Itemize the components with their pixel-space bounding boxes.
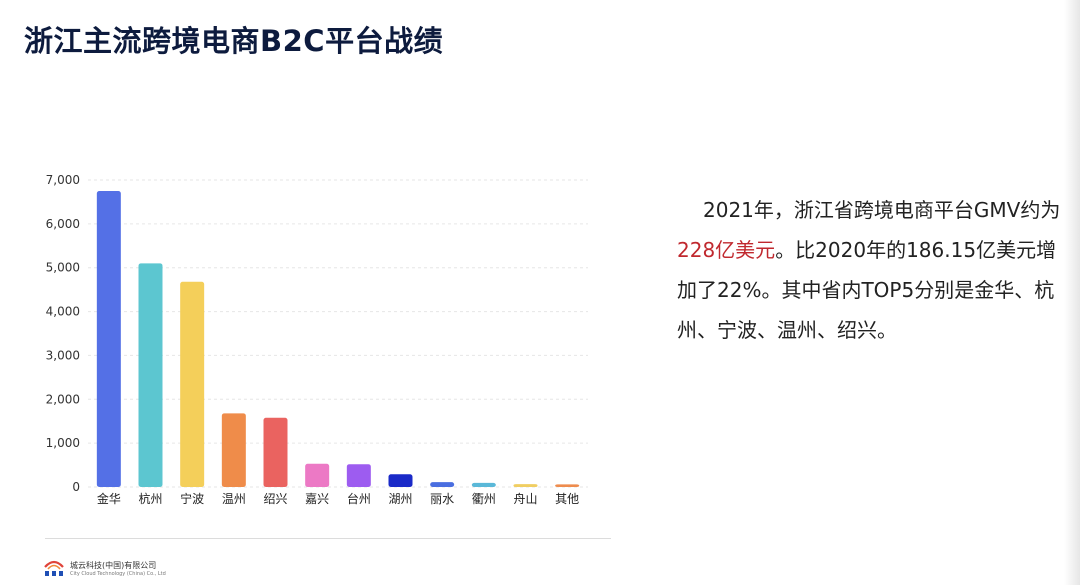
y-tick-label: 5,000 xyxy=(46,261,80,275)
footer-divider xyxy=(45,538,611,539)
x-axis-tick-labels: 金华 杭州 宁波 温州 绍兴 嘉兴 台州 湖州 丽水 衢州 舟山 其他 xyxy=(97,491,579,506)
y-tick-label: 2,000 xyxy=(46,392,80,406)
x-tick-label: 舟山 xyxy=(513,492,537,506)
y-tick-label: 7,000 xyxy=(46,173,80,187)
bar xyxy=(221,413,246,487)
x-tick-label: 其他 xyxy=(555,492,579,506)
x-tick-label: 宁波 xyxy=(180,491,204,506)
bar xyxy=(305,463,330,487)
bar xyxy=(138,263,163,487)
x-tick-label: 杭州 xyxy=(138,491,162,506)
footer-company-name-en: City Cloud Technology (China) Co., Ltd xyxy=(70,571,166,577)
bar xyxy=(430,482,455,487)
summary-text-part2: 。比2020年的186.15亿美元增加了22%。其中省内TOP5分别是金华、杭州… xyxy=(677,238,1057,342)
bar xyxy=(555,484,580,487)
chart-bars xyxy=(96,190,580,487)
bar xyxy=(180,281,205,487)
page-edge-shadow xyxy=(1064,0,1080,585)
x-tick-label: 绍兴 xyxy=(263,492,287,506)
bar xyxy=(346,464,371,487)
summary-gmv-highlight: 228亿美元 xyxy=(677,238,776,262)
bar xyxy=(263,417,288,487)
y-tick-label: 0 xyxy=(72,480,80,494)
page-title: 浙江主流跨境电商B2C平台战绩 xyxy=(24,24,444,58)
bar xyxy=(513,484,538,487)
company-logo-icon xyxy=(44,560,64,576)
x-tick-label: 嘉兴 xyxy=(305,492,329,506)
bar xyxy=(388,474,413,487)
x-tick-label: 衢州 xyxy=(472,492,496,506)
bar xyxy=(96,190,121,487)
y-axis-tick-labels: 0 1,000 2,000 3,000 4,000 5,000 6,000 7,000 xyxy=(46,173,80,494)
chart-gridlines xyxy=(88,179,588,488)
y-tick-label: 6,000 xyxy=(46,217,80,231)
summary-text-part1: 2021年，浙江省跨境电商平台GMV约为 xyxy=(703,198,1061,222)
footer-company-name: 城云科技(中国)有限公司 xyxy=(70,561,157,570)
x-tick-label: 温州 xyxy=(222,492,246,506)
y-tick-label: 3,000 xyxy=(46,348,80,362)
x-tick-label: 湖州 xyxy=(388,491,412,506)
y-tick-label: 1,000 xyxy=(46,436,80,450)
x-tick-label: 金华 xyxy=(97,491,121,506)
x-tick-label: 台州 xyxy=(347,491,371,506)
y-tick-label: 4,000 xyxy=(46,305,80,319)
summary-paragraph: 2021年，浙江省跨境电商平台GMV约为 228亿美元。比2020年的186.15… xyxy=(677,190,1062,350)
bar-chart: 0 1,000 2,000 3,000 4,000 5,000 6,000 7,000 金华 杭… xyxy=(46,173,588,506)
x-tick-label: 丽水 xyxy=(430,492,454,506)
bar xyxy=(471,482,496,487)
